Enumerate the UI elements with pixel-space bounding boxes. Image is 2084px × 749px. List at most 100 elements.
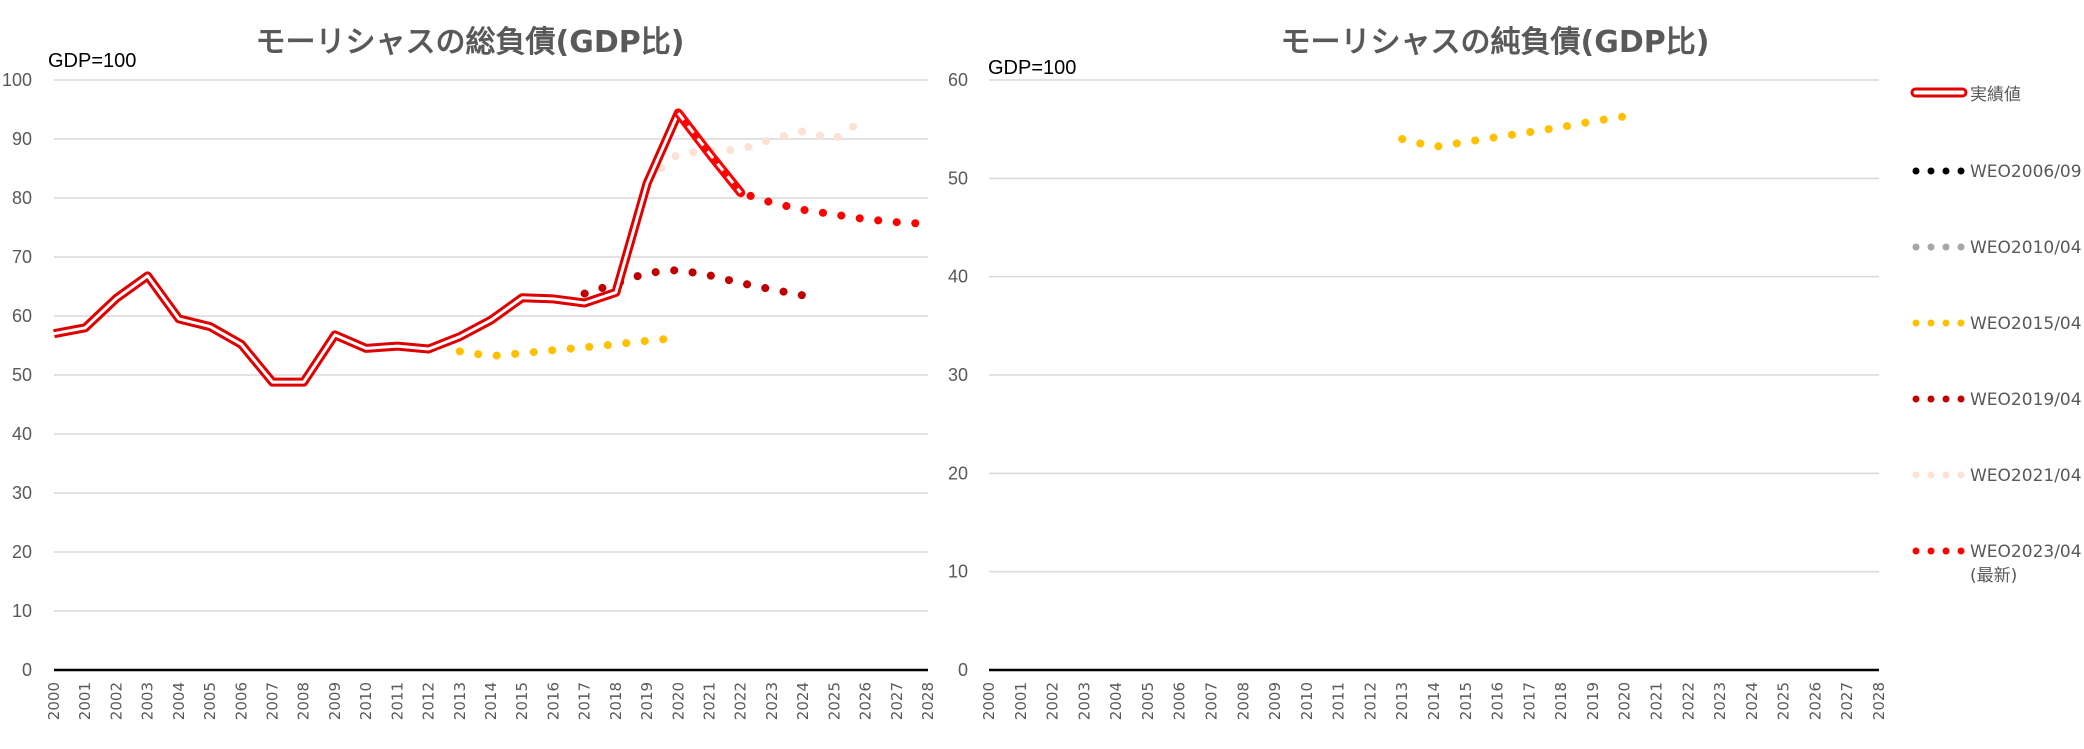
x-tick-label: 2013 [451,682,469,720]
x-tick-label: 2007 [1203,682,1221,720]
legend-swatch-dot [1927,167,1935,175]
legend-swatch-dot [1927,319,1935,327]
x-tick-label: 2005 [201,682,219,720]
x-tick-label: 2003 [139,682,157,720]
x-tick-label: 2007 [264,682,282,720]
legend-swatch-dot [1942,167,1950,175]
unit-label-gross-debt: GDP=100 [48,50,136,72]
legend-swatch-dot [1957,319,1965,327]
x-tick-label: 2015 [513,682,531,720]
y-tick-label: 100 [2,70,32,90]
x-tick-label: 2011 [388,682,406,720]
x-tick-label: 2018 [1552,682,1570,720]
legend-swatch-dot [1957,395,1965,403]
x-tick-label: 2003 [1075,682,1093,720]
y-tick-label: 0 [22,660,32,680]
x-tick-label: 2009 [1266,682,1284,720]
legend-swatch-dot [1942,471,1950,479]
x-tick-label: 2027 [1838,682,1856,720]
legend-swatch-dot [1957,243,1965,251]
legend-swatch-dot [1957,547,1965,555]
gross-debt-chart: モーリシャスの総負債(GDP比) GDP=100 0 10 20 30 40 50 60 70… [2,25,937,720]
x-tick-label: 2024 [1743,682,1761,720]
legend-entry: WEO2010/04 [1912,238,2082,258]
y-tick-label: 60 [12,306,32,326]
x-tick-label: 2004 [1107,682,1125,720]
y-tick-label: 50 [12,365,32,385]
series-weo2015-04 [1398,112,1629,151]
legend-swatch-dot [1957,471,1965,479]
legend-label-note: (最新) [1970,566,2017,586]
legend-label: WEO2021/04 [1970,466,2082,486]
legend-label: WEO2015/04 [1970,314,2082,334]
x-tick-label: 2024 [794,682,812,720]
x-tick-label: 2012 [420,682,438,720]
legend-label: WEO2019/04 [1970,390,2082,410]
legend-entry: WEO2021/04 [1912,466,2082,486]
legend-label: WEO2006/09 [1970,162,2082,182]
series-weo2021-04 [643,114,870,185]
x-tick-label: 2010 [357,682,375,720]
legend-swatch-dot [1912,547,1920,555]
x-tick-label: 2009 [326,682,344,720]
y-tick-label: 30 [12,483,32,503]
legend-entry: 実績値 [1910,85,2021,105]
x-tick-label: 2014 [1425,682,1443,720]
chart-title-gross-debt: モーリシャスの総負債(GDP比) [256,25,685,60]
unit-label-net-debt: GDP=100 [988,57,1076,79]
x-tick-label: 2017 [576,682,594,720]
y-tick-label: 60 [948,70,968,90]
x-tick-label: 2022 [1679,682,1697,720]
x-tick-label: 2026 [857,682,875,720]
y-tick-label: 40 [12,424,32,444]
legend-swatch-dot [1912,471,1920,479]
x-tick-label: 2006 [232,682,250,720]
dotted-line [1398,112,1629,151]
legend-swatch-dot [1942,243,1950,251]
x-tick-label: 2019 [1584,682,1602,720]
y-tick-label: 10 [948,562,968,582]
legend: 実績値 WEO2006/09 WEO2010/04 WEO2015/04 WEO2019… [1910,85,2082,586]
x-tick-label: 2001 [76,682,94,720]
series-weo2015-04 [455,333,683,361]
legend-swatch-dot [1912,243,1920,251]
x-tick-label: 2021 [1648,682,1666,720]
x-tick-label: 2023 [1711,682,1729,720]
x-tick-label: 2017 [1520,682,1538,720]
actual-line-inner [53,111,742,384]
y-tick-label: 20 [948,463,968,483]
y-tick-label: 50 [948,168,968,188]
y-tick-label: 90 [12,129,32,149]
x-tick-label: 2028 [1870,682,1888,720]
chart-title-net-debt: モーリシャスの純負債(GDP比) [1281,25,1710,60]
legend-label: WEO2010/04 [1970,238,2082,258]
x-tick-label: 2018 [607,682,625,720]
x-tick-label: 2013 [1393,682,1411,720]
x-tick-label: 2021 [701,682,719,720]
series-- [53,108,745,387]
legend-entry: WEO2015/04 [1912,314,2082,334]
legend-entry: WEO2006/09 [1912,162,2082,182]
legend-swatch-line [1910,87,1968,98]
y-tick-label: 70 [12,247,32,267]
legend-swatch-dot [1912,167,1920,175]
legend-label: 実績値 [1970,85,2021,105]
x-tick-label: 2027 [888,682,906,720]
legend-swatch-dot [1927,471,1935,479]
legend-swatch-dot [1912,395,1920,403]
x-tick-label: 2023 [763,682,781,720]
x-tick-label: 2000 [980,682,998,720]
y-tick-label: 30 [948,365,968,385]
y-tick-label: 0 [958,660,968,680]
net-debt-chart: モーリシャスの純負債(GDP比) GDP=100 0 10 20 30 40 50 60 20… [948,25,1888,720]
legend-swatch-dot [1942,547,1950,555]
dotted-line [455,333,683,361]
y-tick-label: 80 [12,188,32,208]
dotted-line [674,109,932,228]
x-tick-label: 2014 [482,682,500,720]
x-tick-label: 2006 [1171,682,1189,720]
y-tick-label: 40 [948,267,968,287]
x-tick-label: 2010 [1298,682,1316,720]
x-tick-label: 2005 [1139,682,1157,720]
